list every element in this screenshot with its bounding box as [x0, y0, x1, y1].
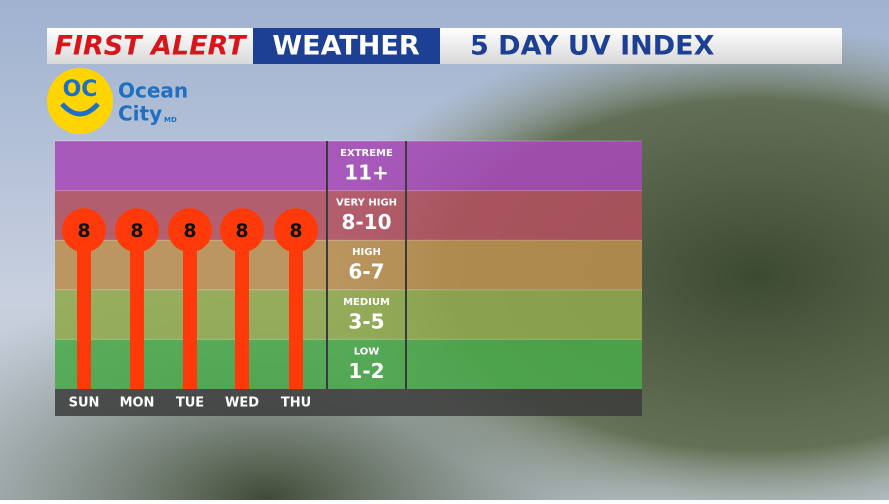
title-block — [253, 28, 440, 64]
band-range: 1-2 — [348, 359, 384, 383]
bar — [235, 230, 249, 389]
band-name: HIGH — [352, 247, 381, 258]
bar — [289, 230, 303, 389]
logo-text: Ocean — [118, 79, 188, 103]
band-range: 3-5 — [348, 309, 384, 333]
value-label: 8 — [289, 220, 302, 242]
day-strip — [55, 389, 642, 416]
title: 5 DAY UV INDEX — [470, 31, 715, 62]
uv-band — [55, 339, 642, 389]
value-label: 8 — [183, 220, 196, 242]
logo-circle — [47, 68, 113, 134]
bar — [77, 230, 91, 389]
bar — [130, 230, 144, 389]
uv-band — [55, 240, 642, 290]
band-range: 6-7 — [348, 260, 384, 284]
uv-band — [55, 289, 642, 340]
band-name: VERY HIGH — [336, 198, 397, 209]
weather-label: WEATHER — [272, 31, 419, 62]
x-tick-label: MON — [120, 396, 155, 411]
x-tick-label: TUE — [176, 396, 204, 411]
bar-head — [168, 208, 212, 253]
logo-text: City — [118, 102, 162, 126]
band-range: 11+ — [344, 161, 389, 185]
uv-band — [55, 141, 642, 191]
bar-head — [62, 208, 106, 253]
bar — [183, 230, 197, 389]
x-tick-label: SUN — [69, 396, 100, 411]
value-label: 8 — [130, 220, 143, 242]
bar-head — [220, 208, 264, 253]
value-label: 8 — [235, 220, 248, 242]
logo-state: MD — [164, 116, 177, 124]
logo-mark: OC — [63, 77, 98, 102]
title-bar — [47, 28, 842, 64]
bar-head — [274, 208, 318, 253]
x-tick-label: THU — [281, 396, 311, 411]
band-name: MEDIUM — [343, 297, 390, 308]
x-tick-label: WED — [225, 396, 259, 411]
band-range: 8-10 — [341, 210, 391, 234]
alert-label: FIRST ALERT — [54, 31, 248, 62]
bar-head — [115, 208, 159, 253]
value-label: 8 — [77, 220, 90, 242]
band-name: LOW — [354, 346, 380, 357]
logo-smile — [60, 102, 100, 117]
band-name: EXTREME — [340, 148, 393, 159]
